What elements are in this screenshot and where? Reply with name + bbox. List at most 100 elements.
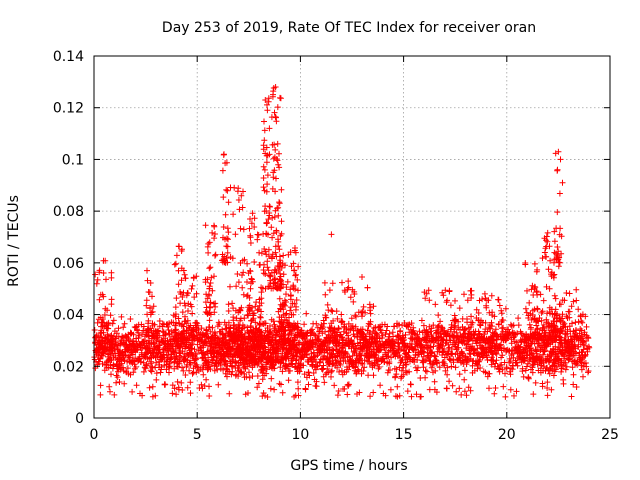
data-point [144,267,150,274]
data-point [260,390,267,396]
data-point [583,323,590,330]
data-point [481,290,488,297]
data-point [461,367,468,374]
data-point [203,327,210,334]
data-point [491,390,498,397]
data-point [522,305,529,312]
data-point [294,379,301,386]
x-tick-label: 5 [193,427,202,443]
data-point [492,385,499,391]
data-point [173,326,179,333]
data-point [240,269,247,276]
data-point [557,156,564,163]
data-point [264,258,271,265]
data-point [259,376,266,383]
data-point [150,339,157,346]
data-point [329,308,336,315]
data-point [245,390,251,396]
data-point [227,283,233,290]
data-point [447,302,454,309]
data-point [140,368,147,375]
data-point [264,107,271,114]
data-point [109,320,116,327]
data-point [320,362,327,369]
data-point [530,391,537,398]
data-point [267,385,274,392]
data-point [449,350,456,357]
data-point [267,354,274,361]
data-point [522,261,529,268]
data-point [370,389,377,396]
data-point [524,287,530,294]
data-point [220,224,227,230]
data-point [271,365,278,372]
data-point [260,184,267,191]
y-tick-label: 0.12 [53,101,84,117]
data-point [202,222,209,229]
data-point [91,327,98,333]
data-point [231,184,238,191]
data-point [173,353,180,360]
data-point [262,392,268,399]
data-point [261,166,268,173]
y-tick-labels: 0 0.02 0.04 0.06 0.08 0.1 0.12 0.14 [53,49,84,427]
data-point [272,113,279,120]
data-point [276,164,283,171]
data-point [341,385,348,392]
data-point [280,252,287,259]
data-point [206,303,213,310]
data-point [225,308,232,314]
data-point [140,338,147,345]
data-point [324,301,331,308]
data-point [251,259,258,265]
data-point [268,224,275,231]
data-point [111,391,118,398]
data-point [113,379,120,386]
data-point [321,379,328,386]
data-point [422,374,429,381]
data-point [370,372,377,379]
data-point [264,219,271,226]
data-point [143,362,150,369]
data-point [532,379,539,386]
data-point [423,368,430,375]
y-tick-label: 0 [75,411,84,427]
data-point [352,312,359,319]
data-point [312,366,319,373]
data-point [539,255,546,262]
data-point [94,361,101,368]
data-point [205,249,212,256]
data-point [262,203,269,210]
data-point [560,380,567,387]
data-point [306,372,313,379]
data-point [543,253,550,260]
data-point [329,280,336,287]
data-point [96,358,103,365]
data-point [232,231,239,238]
data-point [234,188,241,195]
data-point [212,300,219,307]
data-point [198,381,205,388]
data-point [156,318,163,324]
data-point [255,380,262,387]
data-point [328,231,335,238]
data-point [96,296,103,303]
data-point [554,209,561,216]
data-point [292,357,299,364]
x-axis-title: GPS time / hours [290,458,407,474]
data-point [573,286,580,293]
data-point [175,315,182,322]
data-point [187,359,194,366]
data-point [365,372,372,379]
data-point [215,336,222,343]
x-tick-label: 10 [291,427,309,443]
data-point [493,357,500,364]
data-point [230,305,237,312]
data-point [573,297,580,304]
data-point [219,167,226,174]
data-point [267,323,273,329]
data-point [179,387,186,393]
data-point [271,386,278,393]
data-point [152,392,159,399]
y-tick-label: 0.08 [53,204,84,220]
